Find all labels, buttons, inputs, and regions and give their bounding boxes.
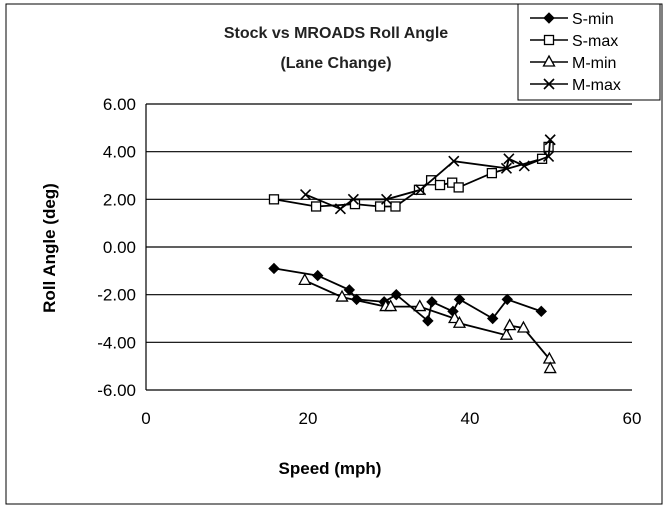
y-tick-label: -2.00 bbox=[97, 286, 136, 305]
x-tick-labels: 0 20 40 60 bbox=[141, 409, 641, 428]
series-layer bbox=[268, 134, 557, 374]
data-point-m-max bbox=[543, 150, 555, 162]
y-tick-label: 0.00 bbox=[103, 238, 136, 257]
data-point-m-max bbox=[415, 184, 427, 196]
legend: S-min S-max M-min M-max bbox=[517, 3, 661, 101]
data-point-m-min bbox=[452, 315, 467, 328]
legend-label-s-min: S-min bbox=[572, 11, 614, 28]
x-tick-label: 40 bbox=[461, 409, 480, 428]
x-axis-label: Speed (mph) bbox=[279, 459, 382, 478]
data-point-m-max bbox=[381, 193, 393, 205]
data-point-m-min bbox=[298, 273, 312, 286]
data-point-m-min bbox=[335, 289, 349, 302]
legend-marker-m-max bbox=[543, 78, 555, 90]
legend-label-m-min: M-min bbox=[572, 55, 616, 72]
y-tick-label: -6.00 bbox=[97, 381, 136, 400]
data-point-s-min bbox=[453, 293, 466, 306]
data-point-m-min bbox=[516, 320, 531, 333]
y-axis-label: Roll Angle (deg) bbox=[40, 183, 59, 313]
y-tick-label: -4.00 bbox=[97, 333, 136, 352]
data-point-s-min bbox=[268, 262, 280, 275]
y-tick-labels: 6.00 4.00 2.00 0.00 -2.00 -4.00 -6.00 bbox=[97, 95, 136, 400]
legend-label-s-max: S-max bbox=[572, 33, 618, 50]
data-point-m-max bbox=[334, 203, 346, 215]
series-m-min bbox=[298, 273, 557, 374]
series-m-max bbox=[300, 134, 556, 215]
data-point-s-max bbox=[374, 201, 386, 212]
data-point-m-min bbox=[503, 318, 517, 331]
data-point-m-min bbox=[543, 361, 557, 374]
legend-marker-s-min bbox=[543, 12, 555, 24]
data-point-m-max bbox=[544, 134, 556, 146]
x-tick-label: 60 bbox=[623, 409, 642, 428]
data-point-m-max bbox=[300, 189, 312, 201]
series-s-min bbox=[268, 262, 547, 327]
data-point-m-min bbox=[499, 327, 514, 340]
data-point-m-max bbox=[503, 153, 515, 165]
legend-label-m-max: M-max bbox=[572, 77, 621, 94]
data-point-s-min bbox=[343, 284, 356, 296]
data-point-m-min bbox=[384, 299, 398, 312]
data-point-s-min bbox=[422, 315, 434, 327]
data-point-s-min bbox=[535, 305, 547, 318]
legend-marker-s-max bbox=[543, 34, 555, 46]
y-tick-label: 2.00 bbox=[103, 190, 136, 209]
chart-subtitle: (Lane Change) bbox=[280, 55, 391, 72]
y-tick-label: 6.00 bbox=[103, 95, 136, 114]
data-point-s-min bbox=[501, 293, 513, 306]
data-point-s-max bbox=[390, 201, 401, 212]
data-point-m-max bbox=[518, 160, 530, 172]
data-point-s-max bbox=[453, 182, 464, 193]
data-point-s-min bbox=[390, 288, 402, 301]
data-point-s-min bbox=[426, 296, 438, 308]
data-point-s-max bbox=[268, 194, 280, 205]
x-tick-label: 0 bbox=[141, 409, 150, 428]
y-tick-label: 4.00 bbox=[103, 143, 136, 162]
data-point-s-min bbox=[486, 312, 499, 325]
data-point-s-min bbox=[312, 269, 324, 282]
data-point-s-max bbox=[434, 179, 446, 191]
data-point-s-max bbox=[310, 201, 322, 212]
data-point-m-max bbox=[347, 193, 359, 205]
data-point-m-min bbox=[413, 299, 427, 312]
data-point-s-max bbox=[486, 167, 498, 179]
x-tick-label: 20 bbox=[299, 409, 318, 428]
chart-title: Stock vs MROADS Roll Angle bbox=[224, 25, 448, 42]
legend-marker-m-min bbox=[542, 54, 556, 67]
plot-area: 6.00 4.00 2.00 0.00 -2.00 -4.00 -6.00 0 20 40 60 bbox=[97, 95, 641, 428]
data-point-m-max bbox=[448, 155, 460, 167]
data-point-m-max bbox=[500, 162, 513, 174]
